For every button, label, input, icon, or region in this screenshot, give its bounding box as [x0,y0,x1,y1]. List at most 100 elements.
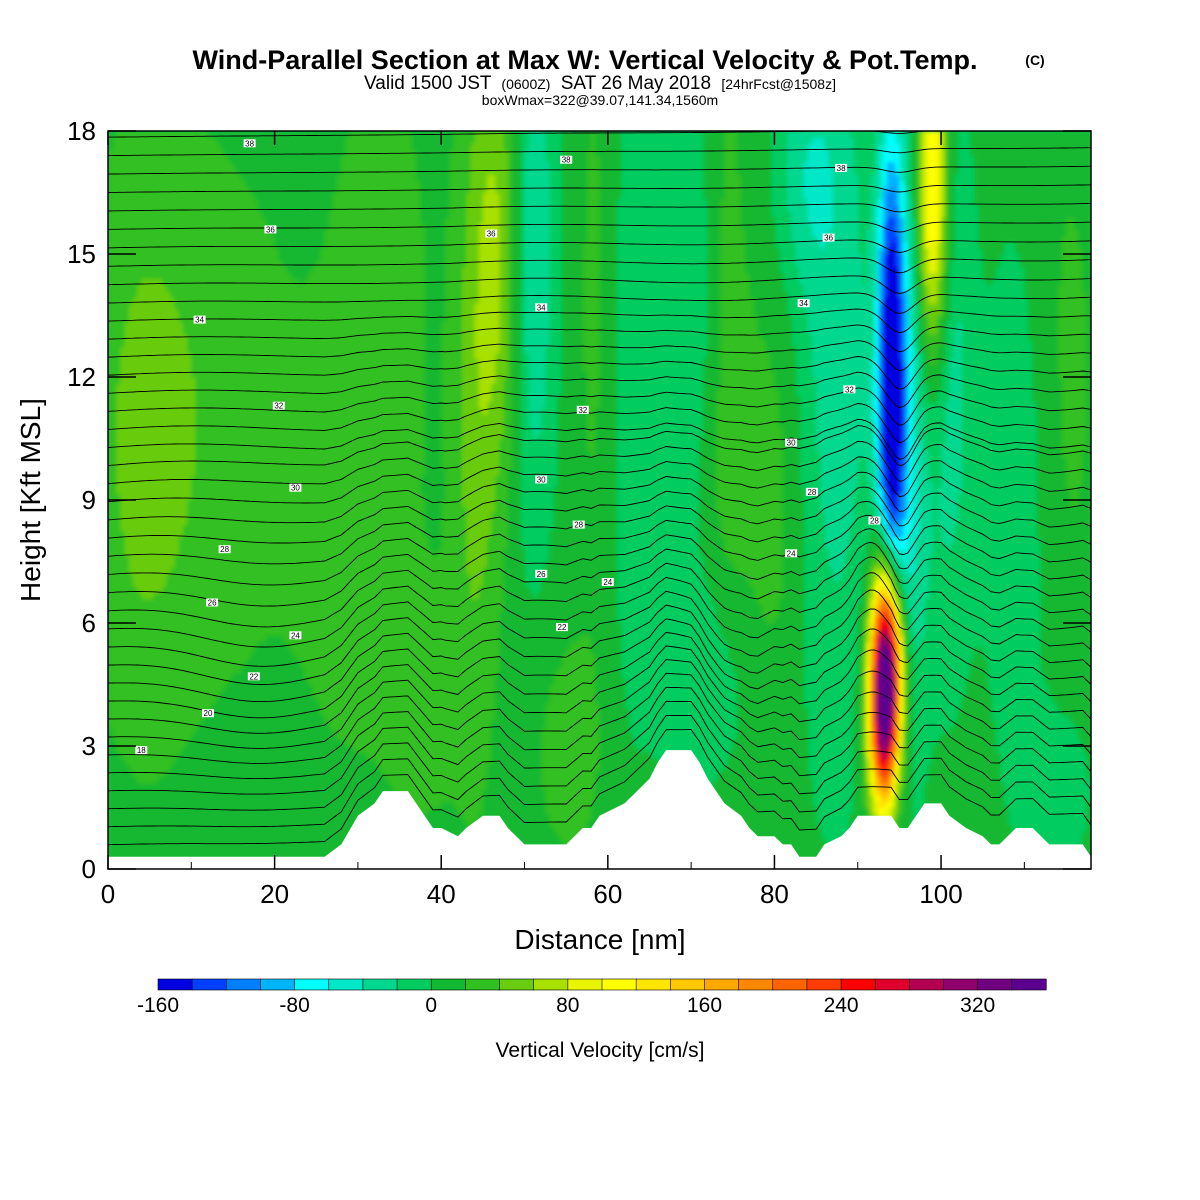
w-cell [379,721,384,728]
w-cell [333,709,338,716]
w-cell [974,814,979,821]
w-cell [491,764,496,771]
w-cell [170,844,175,851]
w-cell [720,783,725,790]
w-cell [400,715,405,722]
w-cell [437,734,442,741]
w-cell [212,808,217,815]
w-cell [624,752,629,759]
w-cell [158,721,163,728]
w-cell [429,746,434,753]
w-cell [308,746,313,753]
w-cell [554,795,559,802]
w-cell [258,740,263,747]
w-cell [787,721,792,728]
w-cell [895,734,900,741]
w-cell [799,820,804,827]
w-cell [387,777,392,784]
w-cell [749,715,754,722]
w-cell [270,746,275,753]
w-cell [566,721,571,728]
w-cell [154,801,159,808]
w-cell [558,795,563,802]
w-cell [233,801,238,808]
w-cell [645,764,650,771]
w-cell [545,771,550,778]
w-cell [137,758,142,765]
w-cell [225,740,230,747]
w-cell [237,814,242,821]
w-cell [762,826,767,833]
w-cell [541,752,546,759]
w-cell [554,820,559,827]
w-cell [604,801,609,808]
w-cell [754,826,759,833]
w-cell [595,715,600,722]
w-cell [220,746,225,753]
w-cell [241,808,246,815]
w-cell [537,832,542,839]
w-cell [187,801,192,808]
w-cell [287,721,292,728]
w-cell [450,752,455,759]
w-cell [337,715,342,722]
w-cell [450,820,455,827]
w-cell [462,814,467,821]
w-cell [579,746,584,753]
w-cell [1074,721,1079,728]
w-cell [237,783,242,790]
w-cell [291,783,296,790]
w-cell [787,758,792,765]
w-cell [133,728,138,735]
w-cell [541,721,546,728]
w-cell [129,728,134,735]
w-cell [899,758,904,765]
w-cell [787,752,792,759]
w-cell [283,752,288,759]
w-cell [275,826,280,833]
w-cell [237,752,242,759]
w-cell [279,844,284,851]
w-cell [283,734,288,741]
w-cell [275,820,280,827]
w-cell [404,746,409,753]
w-cell [150,801,155,808]
w-cell [383,721,388,728]
w-cell [879,783,884,790]
w-cell [529,734,534,741]
w-cell [583,764,588,771]
w-cell [808,777,813,784]
w-cell [979,820,984,827]
w-cell [366,783,371,790]
w-cell [799,783,804,790]
w-cell [729,771,734,778]
w-cell [258,709,263,716]
w-cell [300,851,305,858]
w-cell [441,783,446,790]
w-cell [254,851,259,858]
w-cell [929,771,934,778]
w-cell [420,801,425,808]
w-cell [991,752,996,759]
w-cell [191,715,196,722]
w-cell [491,789,496,796]
w-cell [579,721,584,728]
w-cell [962,808,967,815]
w-cell [220,820,225,827]
w-cell [995,826,1000,833]
w-cell [345,771,350,778]
w-cell [795,808,800,815]
w-cell [458,752,463,759]
w-cell [808,838,813,845]
w-cell [212,801,217,808]
w-cell [325,728,330,735]
w-cell [245,734,250,741]
w-cell [558,771,563,778]
w-cell [458,734,463,741]
w-cell [250,844,255,851]
w-cell [958,783,963,790]
w-cell [121,832,126,839]
w-cell [470,758,475,765]
w-cell [391,777,396,784]
w-cell [587,728,592,735]
